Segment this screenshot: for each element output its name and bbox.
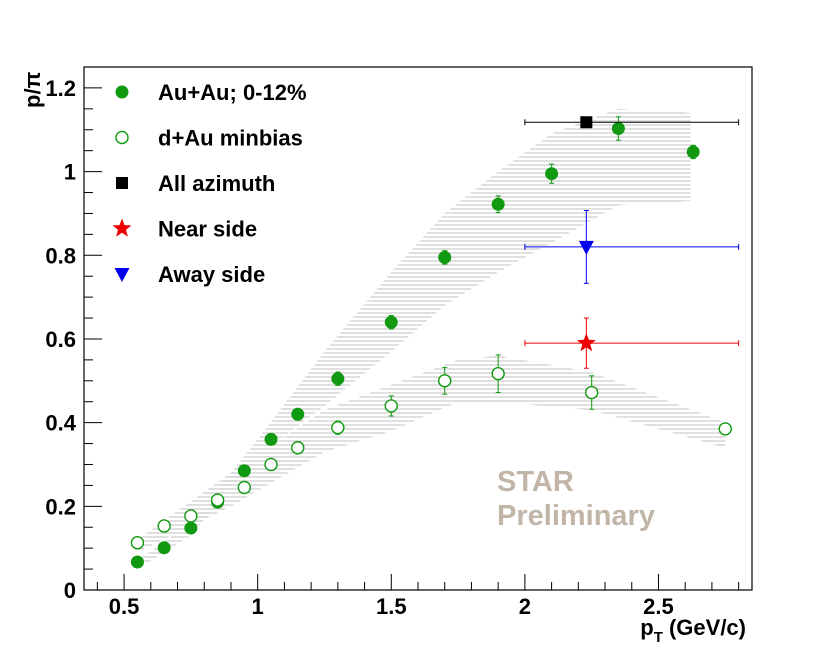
- data-point: [184, 509, 198, 523]
- data-point: [611, 122, 625, 136]
- data-point: [184, 521, 198, 535]
- legend-marker: [115, 130, 129, 145]
- watermark-star: STAR: [497, 466, 574, 498]
- y-tick-label: 1.2: [45, 76, 76, 101]
- data-point: [130, 536, 145, 550]
- series-away-side: [524, 210, 740, 284]
- data-point: [291, 407, 305, 421]
- watermark-preliminary: Preliminary: [497, 500, 655, 532]
- y-axis-title: p/π: [20, 71, 45, 108]
- data-point: [210, 493, 225, 507]
- y-tick-label: 0.2: [45, 494, 76, 519]
- data-point: [264, 432, 278, 446]
- data-series: [130, 116, 740, 569]
- data-point: [491, 197, 505, 211]
- series-d-au-minbias: [130, 354, 732, 550]
- x-tick-label: 2.5: [643, 594, 674, 619]
- data-point: [718, 422, 732, 436]
- x-tick-label: 0.5: [109, 594, 140, 619]
- x-axis-title: pT (GeV/c): [640, 615, 746, 646]
- legend-label: All azimuth: [158, 171, 275, 196]
- series-near-side: [524, 317, 740, 369]
- data-point: [237, 480, 252, 495]
- axes: 0.5 1 1.5 2 2.5 0 0.2 0.4 0.6 0.8 1 1.2: [45, 66, 740, 619]
- x-tick-label: 1.5: [376, 594, 407, 619]
- data-point: [291, 441, 305, 455]
- data-point: [580, 116, 593, 129]
- legend: Au+Au; 0-12% d+Au minbias All azimuth Near …: [112, 80, 307, 287]
- legend-label: Near side: [158, 217, 257, 242]
- data-point: [384, 399, 398, 413]
- data-point: [438, 374, 452, 388]
- legend-marker: [116, 177, 128, 189]
- y-tick-label: 0.4: [45, 411, 76, 436]
- data-point: [331, 372, 345, 386]
- data-point: [384, 315, 398, 329]
- data-point: [576, 333, 596, 352]
- x-tick-label: 1: [252, 594, 264, 619]
- legend-marker: [114, 268, 130, 282]
- y-tick-label: 0: [64, 578, 76, 603]
- systematic-band-2: [137, 355, 726, 553]
- data-point: [438, 250, 452, 264]
- data-point: [578, 240, 594, 255]
- y-tick-label: 0.8: [45, 243, 76, 268]
- legend-label: Au+Au; 0-12%: [158, 80, 307, 105]
- data-point: [584, 385, 599, 400]
- data-point: [331, 420, 345, 435]
- legend-label: d+Au minbias: [158, 126, 303, 151]
- systematic-bands: [137, 108, 726, 570]
- data-point: [130, 555, 144, 569]
- data-point: [545, 167, 559, 181]
- legend-marker: [115, 85, 129, 99]
- data-point: [157, 519, 171, 533]
- data-point: [157, 541, 171, 555]
- data-point: [686, 145, 700, 159]
- data-point: [237, 464, 251, 478]
- series-all-azimuth: [524, 116, 740, 129]
- data-point: [264, 457, 278, 472]
- x-tick-label: 2: [519, 594, 531, 619]
- legend-marker: [112, 218, 132, 237]
- y-tick-label: 0.6: [45, 327, 76, 352]
- legend-label: Away side: [158, 262, 265, 287]
- y-tick-label: 1: [64, 160, 76, 185]
- systematic-band-1: [137, 108, 691, 570]
- data-point: [491, 366, 505, 381]
